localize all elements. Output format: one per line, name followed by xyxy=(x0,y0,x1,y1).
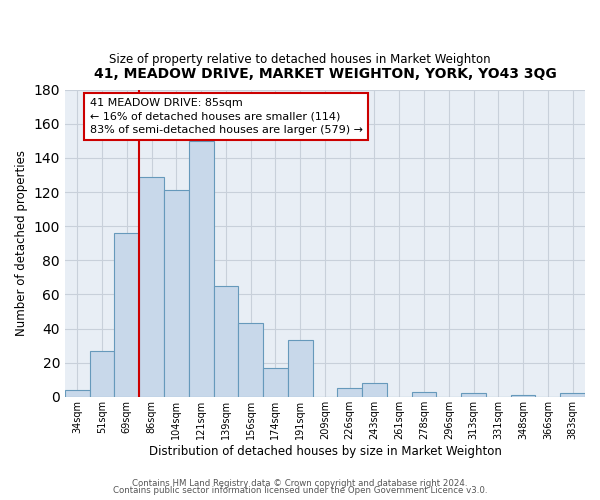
Y-axis label: Number of detached properties: Number of detached properties xyxy=(15,150,28,336)
Text: 41 MEADOW DRIVE: 85sqm
← 16% of detached houses are smaller (114)
83% of semi-de: 41 MEADOW DRIVE: 85sqm ← 16% of detached… xyxy=(89,98,362,134)
Bar xyxy=(412,392,436,397)
Bar xyxy=(337,388,362,397)
Bar xyxy=(89,350,115,397)
Bar xyxy=(263,368,288,397)
Bar xyxy=(115,233,139,397)
Bar xyxy=(238,324,263,397)
Bar xyxy=(189,141,214,397)
Bar xyxy=(511,395,535,397)
Text: Contains public sector information licensed under the Open Government Licence v3: Contains public sector information licen… xyxy=(113,486,487,495)
Text: Size of property relative to detached houses in Market Weighton: Size of property relative to detached ho… xyxy=(109,52,491,66)
Text: Contains HM Land Registry data © Crown copyright and database right 2024.: Contains HM Land Registry data © Crown c… xyxy=(132,478,468,488)
Bar xyxy=(560,394,585,397)
Bar xyxy=(139,176,164,397)
Bar xyxy=(461,394,486,397)
Bar xyxy=(288,340,313,397)
Bar xyxy=(362,383,387,397)
Bar xyxy=(214,286,238,397)
Title: 41, MEADOW DRIVE, MARKET WEIGHTON, YORK, YO43 3QG: 41, MEADOW DRIVE, MARKET WEIGHTON, YORK,… xyxy=(94,68,556,82)
Bar xyxy=(65,390,89,397)
Bar xyxy=(164,190,189,397)
X-axis label: Distribution of detached houses by size in Market Weighton: Distribution of detached houses by size … xyxy=(149,444,502,458)
